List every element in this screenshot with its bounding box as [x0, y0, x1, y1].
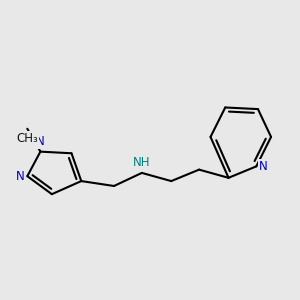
Text: NH: NH	[133, 156, 151, 169]
Text: CH₃: CH₃	[16, 132, 38, 145]
Text: N: N	[16, 170, 25, 183]
Text: N: N	[259, 160, 268, 173]
Text: N: N	[36, 135, 45, 148]
